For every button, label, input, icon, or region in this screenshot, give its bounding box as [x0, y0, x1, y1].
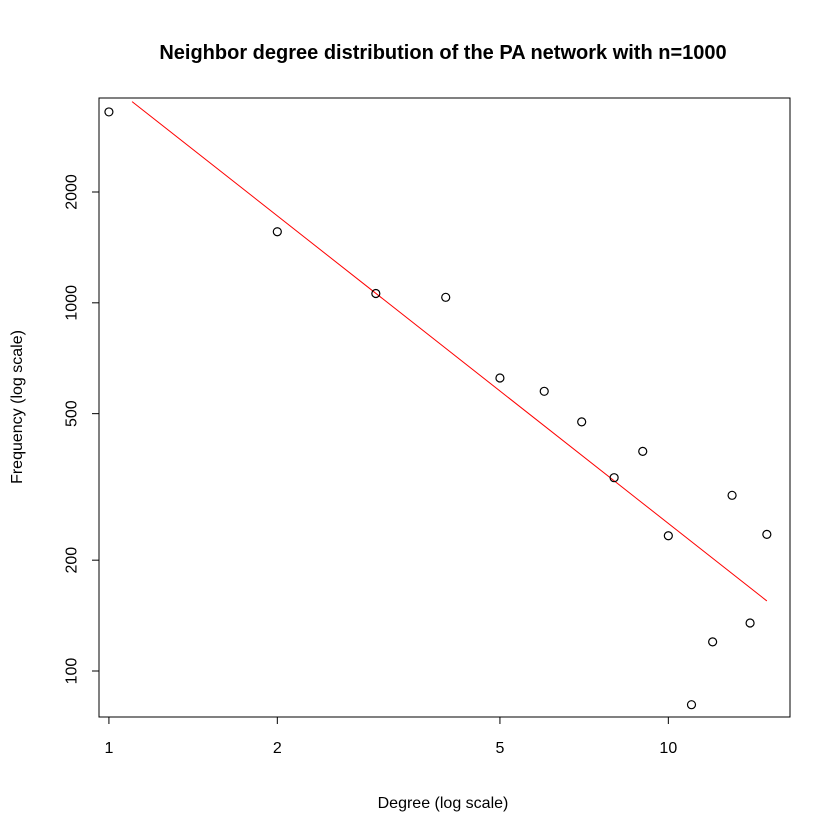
- data-point: [663, 531, 673, 541]
- plot-area-frame: [98, 97, 791, 718]
- data-point: [539, 386, 549, 396]
- fit-line-layer: [131, 101, 768, 602]
- data-point: [686, 700, 697, 710]
- data-point: [104, 107, 114, 117]
- y-tick-label: 100: [64, 658, 81, 685]
- x-axis: 1 2 5 10: [104, 716, 677, 757]
- data-point: [495, 373, 505, 383]
- data-point: [708, 637, 718, 647]
- y-tick-label: 500: [64, 400, 81, 427]
- y-axis-label: Frequency (log scale): [9, 330, 26, 484]
- data-point: [762, 529, 772, 539]
- points-layer: [104, 107, 772, 710]
- data-point: [638, 446, 648, 456]
- fit-line: [131, 101, 768, 602]
- x-tick-label: 5: [495, 740, 504, 757]
- data-point: [371, 288, 381, 299]
- data-point: [441, 292, 451, 302]
- data-point: [272, 227, 282, 237]
- x-axis-label: Degree (log scale): [378, 795, 509, 812]
- y-axis: 100 200 500 1000 2000: [64, 174, 100, 684]
- data-point: [609, 473, 619, 483]
- chart-title: Neighbor degree distribution of the PA n…: [159, 42, 726, 64]
- y-tick-label: 1000: [64, 285, 81, 321]
- y-tick-label: 2000: [64, 174, 81, 210]
- x-tick-label: 10: [659, 740, 677, 757]
- y-tick-label: 200: [64, 547, 81, 574]
- data-point: [577, 417, 587, 427]
- x-tick-label: 2: [273, 740, 282, 757]
- x-tick-label: 1: [104, 740, 113, 757]
- data-point: [727, 490, 737, 500]
- data-point: [745, 618, 755, 628]
